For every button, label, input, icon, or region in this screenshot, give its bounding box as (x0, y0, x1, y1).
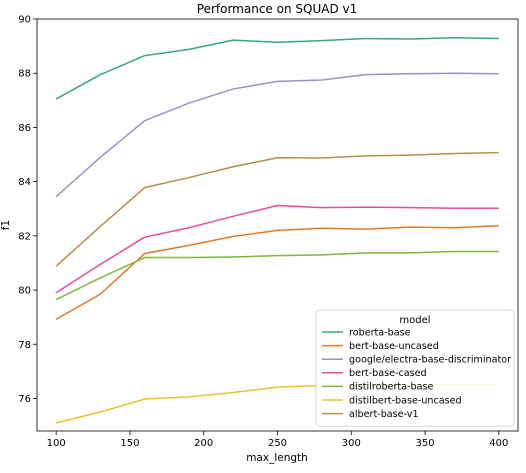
series-line-1 (55, 225, 499, 320)
series-line-2 (55, 72, 499, 198)
x-axis-label: max_length (246, 452, 308, 464)
y-tick-label-4: 84 (18, 177, 31, 188)
legend-label-3: bert-base-cased (349, 368, 427, 379)
y-axis-label: f1 (0, 220, 12, 230)
legend-label-1: bert-base-uncased (349, 341, 439, 352)
legend-title: model (399, 315, 430, 326)
x-tick-label-4: 300 (342, 438, 361, 449)
chart-title: Performance on SQUAD v1 (197, 2, 357, 16)
series-line-0 (55, 36, 499, 100)
x-tick-label-2: 200 (194, 438, 213, 449)
legend-label-5: distilbert-base-uncased (349, 395, 462, 406)
x-tick-label-1: 150 (120, 438, 139, 449)
x-tick-label-6: 400 (489, 438, 508, 449)
legend-box (315, 309, 515, 427)
y-tick-label-7: 90 (18, 15, 31, 26)
legend-label-6: albert-base-v1 (349, 409, 419, 420)
y-tick-label-1: 78 (18, 340, 31, 351)
series-line-3 (55, 204, 499, 294)
y-tick-label-6: 88 (18, 69, 31, 80)
y-tick-label-2: 80 (18, 286, 31, 297)
y-tick-label-5: 86 (18, 123, 31, 134)
y-tick-label-3: 82 (18, 231, 31, 242)
x-tick-label-0: 100 (47, 438, 66, 449)
y-tick-label-0: 76 (18, 394, 31, 405)
series-line-6 (55, 151, 499, 267)
x-tick-label-5: 350 (415, 438, 434, 449)
y-axis-ticks: 76 78 80 82 84 86 88 90 (18, 15, 37, 405)
legend-label-4: distilroberta-base (349, 382, 433, 393)
legend: model roberta-base bert-base-uncased googl… (315, 309, 515, 427)
x-tick-label-3: 250 (268, 438, 287, 449)
x-axis-ticks: 100 150 200 250 300 350 400 (47, 431, 508, 449)
legend-label-2: google/electra-base-discriminator (349, 355, 511, 366)
series-line-4 (55, 250, 499, 301)
legend-label-0: roberta-base (349, 327, 411, 338)
legend-entries: roberta-base bert-base-uncased google/elec… (322, 327, 511, 420)
